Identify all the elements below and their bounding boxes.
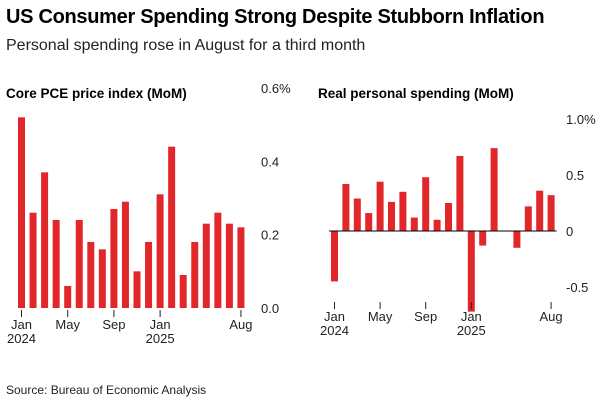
- pce-bar: [110, 209, 118, 308]
- pce-x-tick-label: May: [55, 317, 80, 332]
- spend-bar: [422, 177, 430, 231]
- spend-bar: [365, 213, 373, 231]
- pce-x-tick-label: Sep: [102, 317, 125, 332]
- spend-bar: [479, 231, 487, 246]
- chart-subtitle: Personal spending rose in August for a t…: [6, 37, 366, 54]
- pce-x-tick-year: 2024: [7, 331, 36, 346]
- pce-bar: [75, 220, 83, 308]
- spend-y-tick-label: 0.5: [566, 168, 584, 183]
- pce-x-tick-label: Jan: [11, 317, 32, 332]
- left-panel-title: Core PCE price index (MoM): [6, 86, 187, 101]
- pce-bar: [168, 146, 176, 308]
- pce-bar: [225, 223, 233, 308]
- spend-bar: [331, 231, 338, 282]
- pce-y-tick-label: 0.2: [261, 228, 279, 243]
- spend-bar: [456, 155, 464, 231]
- pce-bar: [41, 172, 49, 308]
- pce-bar: [145, 242, 153, 308]
- spend-bar: [524, 206, 532, 231]
- pce-bar: [64, 286, 72, 308]
- pce-bar: [18, 117, 25, 308]
- pce-y-tick-label: 0.6%: [261, 81, 291, 96]
- spend-x-tick-year: 2024: [320, 323, 349, 338]
- pce-bar: [179, 275, 187, 308]
- spend-bar: [467, 231, 475, 312]
- pce-bar: [52, 220, 60, 308]
- pce-x-tick-label: Aug: [229, 317, 252, 332]
- spend-bar: [433, 219, 441, 231]
- spend-bar: [388, 201, 395, 231]
- spend-y-tick-label: 0: [566, 224, 573, 239]
- spend-x-tick-label: Jan: [461, 309, 482, 324]
- pce-bar: [98, 249, 106, 308]
- pce-bar: [87, 242, 95, 308]
- spend-y-tick-label: -0.5: [566, 280, 588, 295]
- spend-bar: [410, 217, 418, 231]
- spend-x-tick-label: Aug: [540, 309, 563, 324]
- spend-bar: [547, 195, 555, 231]
- spend-bar: [513, 231, 521, 248]
- pce-bar: [237, 227, 245, 308]
- pce-bar: [202, 223, 210, 308]
- pce-y-tick-label: 0.0: [261, 301, 279, 316]
- spend-x-tick-year: 2025: [457, 323, 486, 338]
- chart-title: US Consumer Spending Strong Despite Stub…: [6, 6, 545, 28]
- source-note: Source: Bureau of Economic Analysis: [6, 383, 207, 397]
- pce-bar: [133, 271, 141, 308]
- pce-y-tick-label: 0.4: [261, 154, 279, 169]
- pce-bar: [121, 201, 129, 308]
- spend-x-tick-label: Jan: [324, 309, 345, 324]
- pce-bar: [29, 212, 37, 308]
- spend-bar: [536, 190, 544, 231]
- spend-bar: [399, 191, 407, 231]
- pce-x-tick-label: Jan: [150, 317, 171, 332]
- pce-bar: [191, 242, 199, 308]
- pce-bar: [214, 212, 222, 308]
- spend-bar: [445, 203, 452, 231]
- spend-x-tick-label: Sep: [414, 309, 437, 324]
- spend-y-tick-label: 1.0%: [566, 112, 596, 127]
- spend-bar: [342, 183, 350, 231]
- pce-bar: [156, 194, 164, 308]
- pce-x-tick-year: 2025: [146, 331, 175, 346]
- spend-x-tick-label: May: [368, 309, 393, 324]
- spend-bar: [490, 148, 498, 231]
- spend-bar: [353, 198, 361, 231]
- right-panel-title: Real personal spending (MoM): [318, 86, 514, 101]
- spend-bar: [376, 181, 384, 231]
